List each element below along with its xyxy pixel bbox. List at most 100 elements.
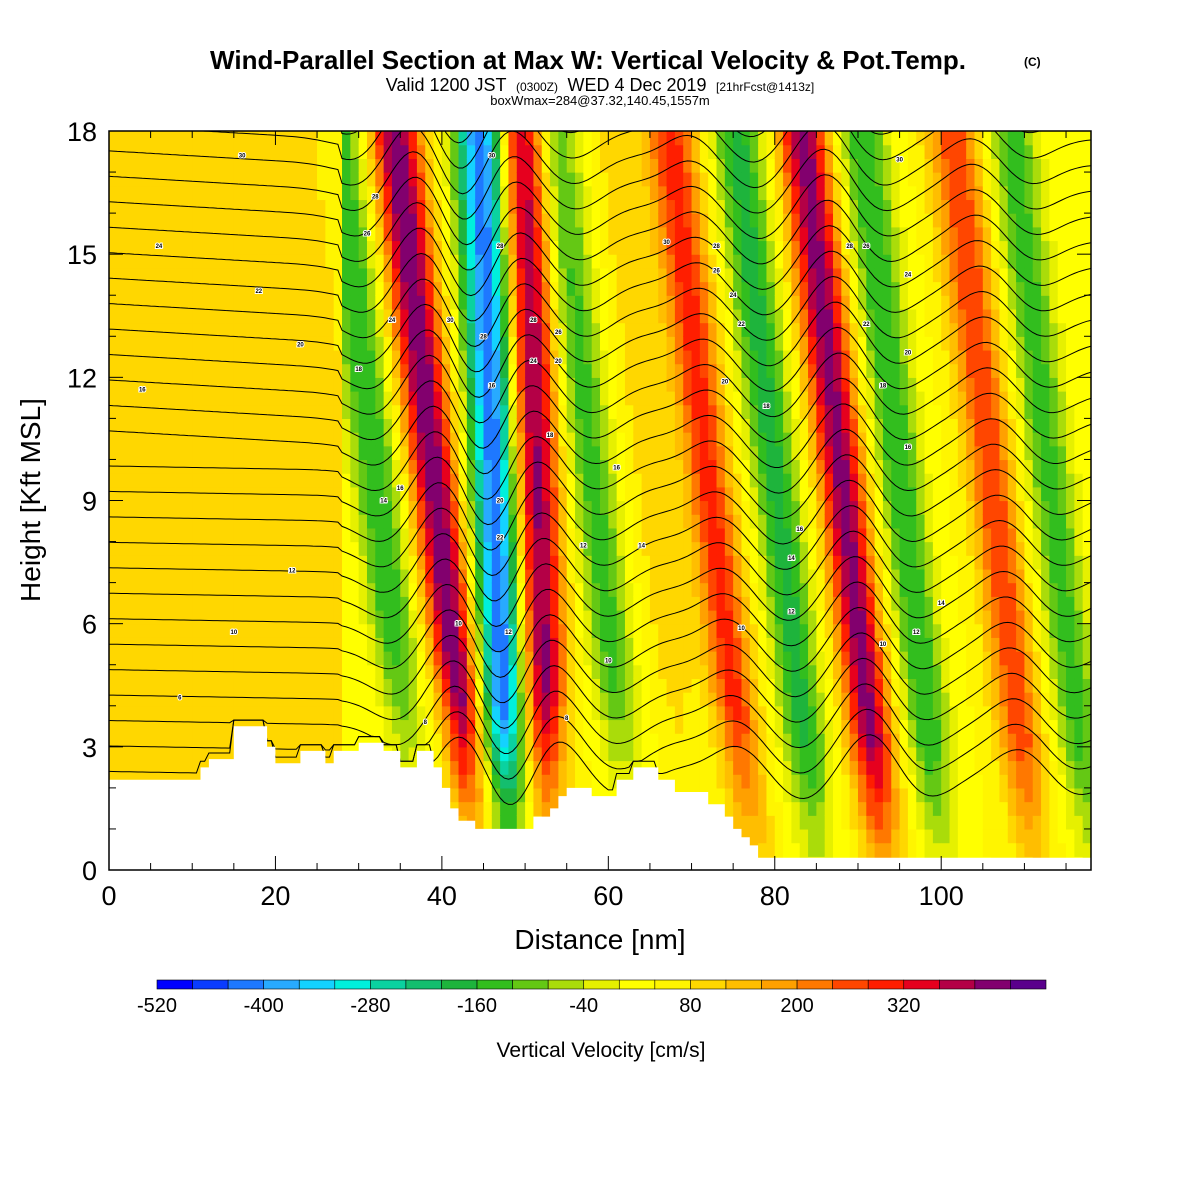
velocity-cell bbox=[167, 651, 177, 666]
velocity-cell bbox=[158, 144, 168, 159]
velocity-cell bbox=[666, 281, 676, 296]
velocity-cell bbox=[167, 172, 177, 187]
velocity-cell bbox=[749, 459, 759, 474]
velocity-cell bbox=[391, 678, 401, 693]
velocity-cell bbox=[841, 363, 851, 378]
velocity-cell bbox=[366, 404, 376, 419]
velocity-cell bbox=[600, 637, 609, 652]
velocity-cell bbox=[816, 172, 826, 187]
velocity-cell bbox=[342, 432, 351, 447]
velocity-cell bbox=[575, 349, 584, 365]
velocity-cell bbox=[158, 609, 168, 625]
velocity-cell bbox=[583, 131, 593, 146]
velocity-cell bbox=[866, 213, 876, 228]
velocity-cell bbox=[117, 609, 127, 625]
velocity-cell bbox=[758, 568, 768, 584]
velocity-cell bbox=[741, 459, 751, 474]
velocity-cell bbox=[857, 336, 867, 351]
velocity-cell bbox=[483, 267, 493, 283]
velocity-cell bbox=[416, 404, 426, 419]
velocity-cell bbox=[391, 199, 401, 214]
velocity-cell bbox=[724, 432, 734, 447]
velocity-cell bbox=[292, 281, 302, 296]
velocity-cell bbox=[716, 774, 726, 789]
velocity-cell bbox=[841, 555, 851, 570]
velocity-cell bbox=[550, 377, 559, 392]
velocity-cell bbox=[525, 267, 535, 283]
velocity-cell bbox=[525, 349, 535, 365]
velocity-cell bbox=[433, 267, 443, 283]
velocity-cell bbox=[566, 336, 576, 351]
velocity-cell bbox=[641, 568, 651, 584]
velocity-cell bbox=[608, 158, 618, 173]
velocity-cell bbox=[208, 541, 218, 556]
velocity-cell bbox=[766, 774, 776, 789]
velocity-cell bbox=[342, 473, 351, 488]
velocity-cell bbox=[300, 541, 310, 556]
velocity-cell bbox=[791, 623, 801, 638]
velocity-cell bbox=[799, 514, 809, 529]
velocity-cell bbox=[433, 308, 443, 324]
velocity-cell bbox=[783, 678, 793, 693]
velocity-cell bbox=[649, 185, 659, 201]
velocity-cell bbox=[608, 678, 618, 693]
velocity-cell bbox=[600, 760, 609, 775]
velocity-cell bbox=[200, 445, 210, 461]
velocity-cell bbox=[591, 226, 601, 242]
velocity-cell bbox=[308, 609, 318, 625]
velocity-cell bbox=[109, 719, 118, 734]
velocity-cell bbox=[766, 746, 776, 762]
velocity-cell bbox=[167, 185, 177, 201]
velocity-cell bbox=[699, 760, 709, 775]
velocity-cell bbox=[416, 226, 426, 242]
velocity-cell bbox=[824, 787, 834, 803]
velocity-cell bbox=[516, 131, 526, 146]
velocity-cell bbox=[300, 349, 310, 365]
velocity-cell bbox=[425, 678, 435, 693]
velocity-cell bbox=[849, 295, 859, 310]
velocity-cell bbox=[658, 185, 668, 201]
velocity-cell bbox=[466, 377, 476, 392]
velocity-cell bbox=[433, 705, 443, 721]
velocity-cell bbox=[674, 226, 684, 242]
velocity-cell bbox=[608, 432, 618, 447]
velocity-cell bbox=[217, 336, 227, 351]
velocity-cell bbox=[491, 582, 501, 597]
velocity-cell bbox=[416, 733, 426, 748]
velocity-cell bbox=[533, 473, 543, 488]
velocity-cell bbox=[641, 418, 651, 433]
velocity-cell bbox=[641, 322, 651, 337]
velocity-cell bbox=[658, 144, 668, 159]
velocity-cell bbox=[208, 651, 218, 666]
velocity-cell bbox=[275, 500, 285, 515]
velocity-cell bbox=[342, 527, 351, 543]
velocity-cell bbox=[774, 568, 784, 584]
velocity-cell bbox=[849, 527, 859, 543]
velocity-cell bbox=[525, 459, 535, 474]
velocity-cell bbox=[475, 568, 485, 584]
velocity-cell bbox=[608, 555, 618, 570]
velocity-cell bbox=[816, 363, 826, 378]
velocity-cell bbox=[658, 295, 668, 310]
velocity-cell bbox=[766, 719, 776, 734]
velocity-cell bbox=[342, 240, 351, 255]
velocity-cell bbox=[508, 404, 518, 419]
velocity-cell bbox=[866, 692, 876, 707]
velocity-cell bbox=[841, 144, 851, 159]
velocity-cell bbox=[874, 692, 884, 707]
velocity-cell bbox=[749, 637, 759, 652]
velocity-cell bbox=[358, 609, 368, 625]
velocity-cell bbox=[591, 623, 601, 638]
velocity-cell bbox=[258, 144, 268, 159]
velocity-cell bbox=[375, 637, 385, 652]
velocity-cell bbox=[525, 240, 535, 255]
velocity-cell bbox=[541, 473, 551, 488]
velocity-cell bbox=[600, 664, 609, 680]
velocity-cell bbox=[475, 377, 485, 392]
velocity-cell bbox=[433, 322, 443, 337]
velocity-cell bbox=[491, 185, 501, 201]
velocity-cell bbox=[308, 705, 318, 721]
velocity-cell bbox=[833, 815, 842, 830]
velocity-cell bbox=[525, 651, 535, 666]
velocity-cell bbox=[874, 787, 884, 803]
